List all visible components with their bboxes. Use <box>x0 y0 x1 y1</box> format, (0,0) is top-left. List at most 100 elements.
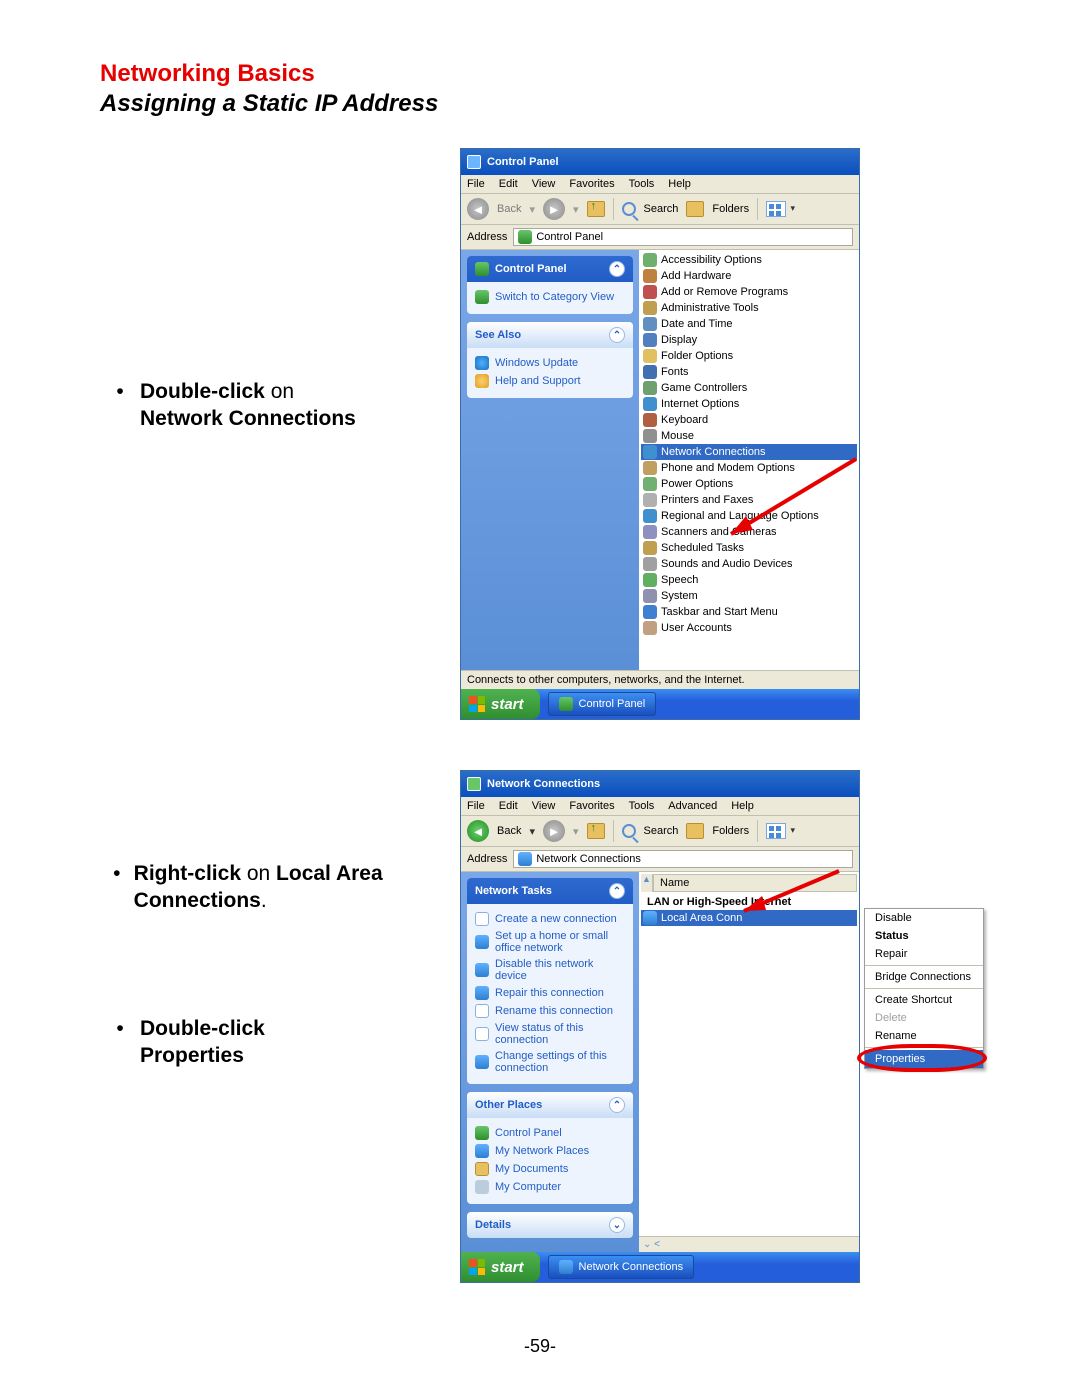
cp-item[interactable]: System <box>641 588 857 604</box>
views-button[interactable] <box>766 823 786 839</box>
start-button[interactable]: start <box>461 689 540 719</box>
menu-help[interactable]: Help <box>731 800 754 812</box>
forward-button[interactable]: ► <box>543 820 565 842</box>
ctx-disable[interactable]: Disable <box>865 909 983 927</box>
scrollbar[interactable]: ⌄ < <box>639 1236 859 1252</box>
collapse-icon[interactable]: ⌃ <box>609 261 625 277</box>
views-button[interactable] <box>766 201 786 217</box>
back-button[interactable]: ◄ <box>467 198 489 220</box>
menu-file[interactable]: File <box>467 178 485 190</box>
task-link[interactable]: Change settings of this connection <box>475 1048 625 1076</box>
cp-item[interactable]: Regional and Language Options <box>641 508 857 524</box>
search-button[interactable]: Search <box>644 203 679 215</box>
taskbar-tab[interactable]: Network Connections <box>548 1255 695 1279</box>
menu-favorites[interactable]: Favorites <box>569 800 614 812</box>
address-field[interactable]: Network Connections <box>513 850 853 868</box>
cp-item[interactable]: Add or Remove Programs <box>641 284 857 300</box>
cp-item[interactable]: Administrative Tools <box>641 300 857 316</box>
see-also-header[interactable]: See Also ⌃ <box>467 322 633 348</box>
back-button[interactable]: ◄ <box>467 820 489 842</box>
help-icon <box>475 374 489 388</box>
menu-advanced[interactable]: Advanced <box>668 800 717 812</box>
task-link[interactable]: Disable this network device <box>475 956 625 984</box>
item-label: Game Controllers <box>661 382 747 394</box>
cp-item[interactable]: Fonts <box>641 364 857 380</box>
item-icon <box>643 477 657 491</box>
place-link[interactable]: My Documents <box>475 1160 625 1178</box>
cp-item[interactable]: Game Controllers <box>641 380 857 396</box>
cp-item[interactable]: Add Hardware <box>641 268 857 284</box>
cp-item[interactable]: Phone and Modem Options <box>641 460 857 476</box>
cp-item[interactable]: Accessibility Options <box>641 252 857 268</box>
task-link[interactable]: Set up a home or small office network <box>475 928 625 956</box>
task-label: Disable this network device <box>495 958 625 982</box>
search-button[interactable]: Search <box>644 825 679 837</box>
folders-button[interactable]: Folders <box>712 203 749 215</box>
up-button[interactable] <box>587 823 605 839</box>
menu-help[interactable]: Help <box>668 178 691 190</box>
menu-tools[interactable]: Tools <box>629 178 655 190</box>
windows-update-link[interactable]: Windows Update <box>475 354 625 372</box>
ctx-shortcut[interactable]: Create Shortcut <box>865 991 983 1009</box>
menu-edit[interactable]: Edit <box>499 800 518 812</box>
cp-item[interactable]: Date and Time <box>641 316 857 332</box>
cp-item[interactable]: User Accounts <box>641 620 857 636</box>
cp-item[interactable]: Display <box>641 332 857 348</box>
task-link[interactable]: View status of this connection <box>475 1020 625 1048</box>
place-link[interactable]: My Computer <box>475 1178 625 1196</box>
ctx-bridge[interactable]: Bridge Connections <box>865 968 983 986</box>
taskbar: start Control Panel <box>461 689 859 719</box>
column-header-name[interactable]: Name <box>653 874 857 892</box>
other-places-header[interactable]: Other Places ⌃ <box>467 1092 633 1118</box>
ctx-delete: Delete <box>865 1009 983 1027</box>
help-support-link[interactable]: Help and Support <box>475 372 625 390</box>
cp-item[interactable]: Folder Options <box>641 348 857 364</box>
switch-category-view-link[interactable]: Switch to Category View <box>475 288 625 306</box>
item-icon <box>643 573 657 587</box>
details-header[interactable]: Details ⌄ <box>467 1212 633 1238</box>
start-button[interactable]: start <box>461 1252 540 1282</box>
menu-favorites[interactable]: Favorites <box>569 178 614 190</box>
menu-view[interactable]: View <box>532 800 556 812</box>
cp-item[interactable]: Scanners and Cameras <box>641 524 857 540</box>
titlebar[interactable]: Control Panel <box>461 149 859 175</box>
place-link[interactable]: My Network Places <box>475 1142 625 1160</box>
cp-item[interactable]: Scheduled Tasks <box>641 540 857 556</box>
cp-item[interactable]: Speech <box>641 572 857 588</box>
collapse-icon[interactable]: ⌃ <box>609 1097 625 1113</box>
expand-icon[interactable]: ⌄ <box>609 1217 625 1233</box>
item-label: Mouse <box>661 430 694 442</box>
ctx-repair[interactable]: Repair <box>865 945 983 963</box>
collapse-icon[interactable]: ⌃ <box>609 327 625 343</box>
cp-item[interactable]: Printers and Faxes <box>641 492 857 508</box>
forward-button[interactable]: ► <box>543 198 565 220</box>
folders-button[interactable]: Folders <box>712 825 749 837</box>
menu-tools[interactable]: Tools <box>629 800 655 812</box>
task-link[interactable]: Repair this connection <box>475 984 625 1002</box>
menu-file[interactable]: File <box>467 800 485 812</box>
cp-item[interactable]: Keyboard <box>641 412 857 428</box>
ctx-status[interactable]: Status <box>865 927 983 945</box>
place-link[interactable]: Control Panel <box>475 1124 625 1142</box>
collapse-icon[interactable]: ⌃ <box>609 883 625 899</box>
cp-item[interactable]: Network Connections <box>641 444 857 460</box>
task-link[interactable]: Create a new connection <box>475 910 625 928</box>
cp-item[interactable]: Taskbar and Start Menu <box>641 604 857 620</box>
ctx-rename[interactable]: Rename <box>865 1027 983 1045</box>
item-label: Add or Remove Programs <box>661 286 788 298</box>
cp-item[interactable]: Internet Options <box>641 396 857 412</box>
folders-icon <box>686 823 704 839</box>
address-field[interactable]: Control Panel <box>513 228 853 246</box>
cp-item[interactable]: Mouse <box>641 428 857 444</box>
cp-item[interactable]: Power Options <box>641 476 857 492</box>
menu-view[interactable]: View <box>532 178 556 190</box>
local-area-connection-item[interactable]: Local Area Conn <box>641 910 857 926</box>
cp-item[interactable]: Sounds and Audio Devices <box>641 556 857 572</box>
control-panel-header[interactable]: Control Panel ⌃ <box>467 256 633 282</box>
taskbar-tab[interactable]: Control Panel <box>548 692 657 716</box>
menu-edit[interactable]: Edit <box>499 178 518 190</box>
network-tasks-header[interactable]: Network Tasks ⌃ <box>467 878 633 904</box>
up-button[interactable] <box>587 201 605 217</box>
task-link[interactable]: Rename this connection <box>475 1002 625 1020</box>
titlebar[interactable]: Network Connections <box>461 771 859 797</box>
